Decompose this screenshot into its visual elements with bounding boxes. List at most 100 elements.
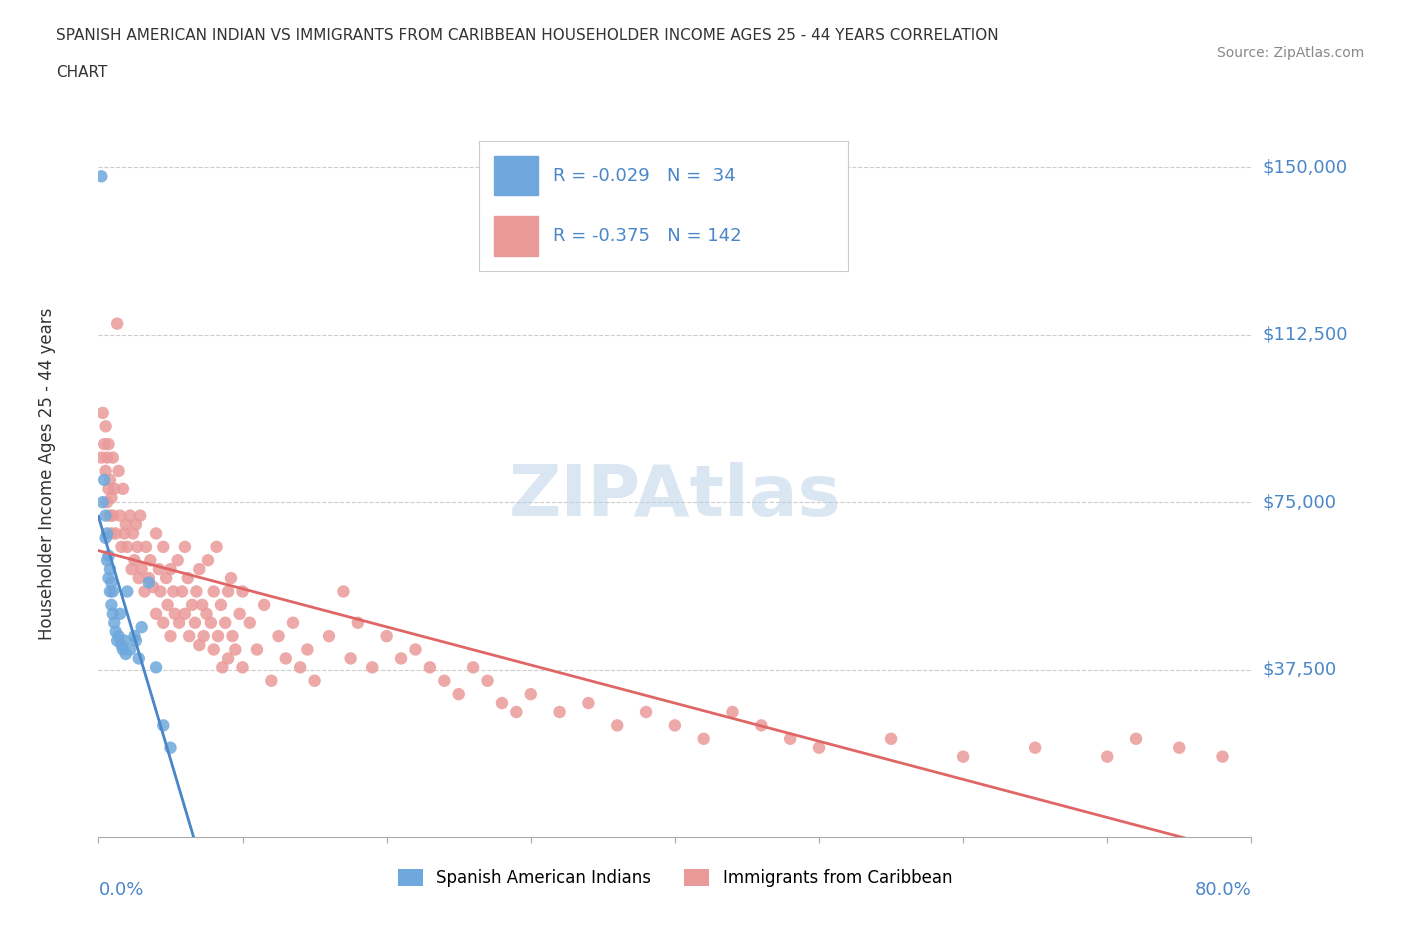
Point [184, 616, 207, 631]
Point [122, 526, 145, 541]
Point [96, 495, 118, 510]
Point [98, 472, 121, 487]
Point [135, 539, 157, 554]
Point [166, 552, 188, 567]
Point [105, 633, 128, 648]
Point [127, 539, 149, 554]
Text: ZIPAtlas: ZIPAtlas [509, 461, 841, 530]
Point [578, 696, 600, 711]
Point [880, 731, 903, 746]
Point [98, 562, 121, 577]
Point [346, 616, 368, 631]
Point [163, 606, 186, 621]
Point [105, 316, 128, 331]
Point [101, 450, 124, 465]
Text: SPANISH AMERICAN INDIAN VS IMMIGRANTS FROM CARIBBEAN HOUSEHOLDER INCOME AGES 25 : SPANISH AMERICAN INDIAN VS IMMIGRANTS FR… [56, 28, 998, 43]
Point [120, 642, 142, 657]
Point [159, 740, 181, 755]
Point [221, 629, 243, 644]
Point [361, 660, 384, 675]
Point [145, 606, 167, 621]
Point [90, 450, 112, 465]
Text: 80.0%: 80.0% [1195, 881, 1251, 898]
Point [97, 571, 120, 586]
Point [100, 490, 122, 505]
Point [339, 651, 361, 666]
Point [94, 418, 117, 433]
Point [96, 526, 118, 541]
Point [97, 482, 120, 497]
Point [207, 629, 229, 644]
Point [267, 629, 290, 644]
Point [491, 696, 513, 711]
Legend: Spanish American Indians, Immigrants from Caribbean: Spanish American Indians, Immigrants fro… [391, 862, 959, 894]
Point [149, 584, 172, 599]
Point [193, 629, 215, 644]
Point [117, 539, 139, 554]
Point [112, 526, 135, 541]
Text: CHART: CHART [56, 65, 108, 80]
Point [200, 616, 222, 631]
Point [101, 606, 124, 621]
Point [104, 624, 127, 639]
Point [111, 482, 134, 497]
Point [1097, 750, 1119, 764]
Point [447, 686, 470, 701]
Point [548, 705, 571, 720]
Point [191, 597, 214, 612]
Point [131, 619, 153, 634]
Point [1212, 750, 1234, 764]
Point [97, 549, 120, 564]
Text: $150,000: $150,000 [1263, 158, 1347, 177]
Point [332, 584, 354, 599]
Point [134, 584, 156, 599]
Point [93, 437, 115, 452]
Point [108, 606, 131, 621]
Point [94, 508, 117, 523]
Point [145, 660, 167, 675]
Point [110, 638, 132, 653]
Point [253, 597, 276, 612]
Point [1125, 731, 1147, 746]
Point [121, 562, 143, 577]
Point [751, 718, 773, 733]
Text: $112,500: $112,500 [1263, 326, 1348, 344]
Point [91, 495, 114, 510]
Point [128, 651, 150, 666]
Point [389, 651, 412, 666]
Text: 0.0%: 0.0% [98, 881, 143, 898]
Point [217, 584, 239, 599]
Point [103, 616, 125, 631]
Point [188, 562, 211, 577]
Point [152, 616, 174, 631]
Point [114, 646, 136, 661]
Point [101, 584, 124, 599]
Point [107, 629, 129, 644]
Point [117, 584, 139, 599]
Point [139, 552, 162, 567]
Point [186, 584, 208, 599]
Point [94, 530, 117, 545]
Point [952, 750, 974, 764]
Point [297, 642, 319, 657]
Point [148, 562, 170, 577]
Point [477, 673, 499, 688]
Text: $75,000: $75,000 [1263, 493, 1337, 512]
Point [211, 660, 233, 675]
Point [202, 642, 225, 657]
Point [167, 616, 190, 631]
Point [197, 552, 219, 567]
Point [664, 718, 686, 733]
Point [375, 629, 398, 644]
Point [125, 517, 148, 532]
Point [304, 673, 326, 688]
Point [124, 629, 146, 644]
Point [274, 651, 297, 666]
Text: Householder Income Ages 25 - 44 years: Householder Income Ages 25 - 44 years [38, 308, 56, 641]
Point [209, 597, 232, 612]
Point [93, 472, 115, 487]
Point [124, 552, 146, 567]
Point [693, 731, 716, 746]
Point [98, 508, 121, 523]
Point [170, 584, 193, 599]
